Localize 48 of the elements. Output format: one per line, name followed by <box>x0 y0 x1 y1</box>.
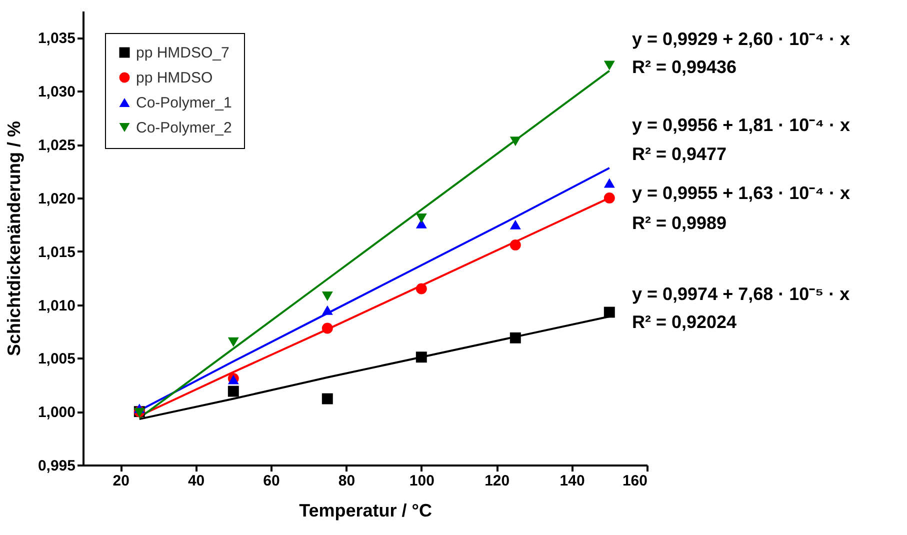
point <box>416 352 427 363</box>
point <box>604 306 615 318</box>
x-tick-label: 140 <box>560 472 585 490</box>
point <box>416 213 427 223</box>
x-tick-label: 120 <box>484 472 510 490</box>
x-tick-label: 100 <box>409 472 434 490</box>
annotation: R² = 0,9477 <box>632 144 727 164</box>
y-tick-label: 1,020 <box>38 190 76 208</box>
point <box>228 337 239 347</box>
annotation: y = 0,9974 + 7,68 · 10⁻⁵ · x <box>632 284 850 304</box>
point <box>416 283 427 294</box>
point <box>322 291 333 301</box>
y-tick-label: 1,000 <box>38 404 76 422</box>
point <box>322 305 333 315</box>
x-tick-label: 160 <box>622 472 648 490</box>
point <box>228 386 239 397</box>
annotation: R² = 0,92024 <box>632 312 737 332</box>
x-tick-label: 60 <box>263 472 280 490</box>
y-tick-label: 1,015 <box>38 244 76 261</box>
y-tick-label: 1,025 <box>38 137 76 154</box>
annotation: y = 0,9956 + 1,81 · 10⁻⁴ · x <box>632 115 850 135</box>
point <box>604 60 615 70</box>
y-tick-label: 1,030 <box>38 84 76 101</box>
point <box>604 178 615 188</box>
y-tick-label: 1,005 <box>38 350 76 368</box>
legend-label: pp HMDSO_7 <box>136 44 230 62</box>
x-axis-title: Temperatur / °C <box>299 500 432 520</box>
y-tick-label: 1,010 <box>38 297 76 314</box>
point <box>510 239 521 250</box>
point <box>510 136 521 146</box>
y-tick-label: 0,995 <box>38 458 76 474</box>
x-tick-label: 20 <box>112 472 130 490</box>
point <box>510 332 521 344</box>
legend-label: pp HMDSO <box>136 70 213 86</box>
legend-label: Co-Polymer_2 <box>136 120 232 136</box>
point <box>322 393 333 404</box>
annotation: R² = 0,99436 <box>632 57 737 77</box>
x-tick-label: 40 <box>188 472 205 490</box>
annotation: y = 0,9929 + 2,60 · 10⁻⁴ · x <box>632 29 850 49</box>
annotation: y = 0,9955 + 1,63 · 10⁻⁴ · x <box>632 183 850 203</box>
annotation: R² = 0,9989 <box>632 213 727 233</box>
point <box>322 322 333 334</box>
point <box>604 192 615 204</box>
y-axis-title: Schichtdickenänderung / % <box>4 120 24 356</box>
legend-label: Co-Polymer_1 <box>136 94 232 112</box>
x-tick-label: 80 <box>338 472 356 490</box>
y-tick-label: 1,035 <box>38 30 76 48</box>
point <box>510 220 521 230</box>
